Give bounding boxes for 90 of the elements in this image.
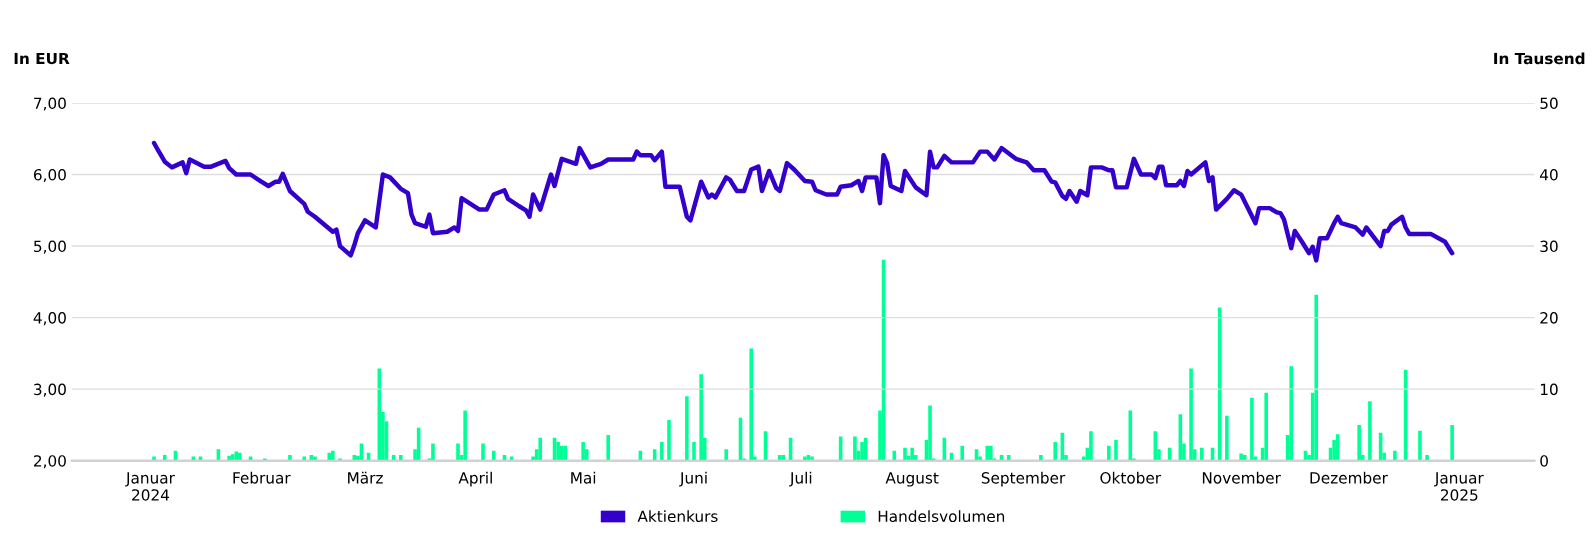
y2-tick-label: 50 <box>1540 97 1558 109</box>
bar <box>302 456 307 461</box>
bar <box>1107 445 1111 461</box>
y2-tick-label: 20 <box>1540 312 1558 324</box>
bar <box>238 452 242 461</box>
bar <box>1039 454 1043 461</box>
bar <box>1239 453 1243 461</box>
x-tick-label: März <box>348 471 383 484</box>
bar <box>928 405 932 461</box>
bar <box>1225 415 1229 461</box>
bar <box>1053 442 1057 461</box>
bar <box>481 443 485 461</box>
x-tick-label: August <box>885 472 939 487</box>
bar <box>1264 392 1268 461</box>
y-tick-label: 7,00 <box>34 97 66 111</box>
y2-tick-label: 0 <box>1540 455 1548 467</box>
y-axis-title: In EUR <box>14 52 70 65</box>
bar <box>685 396 689 461</box>
bar <box>234 451 239 461</box>
legend-label: Aktienkurs <box>637 510 718 523</box>
bar <box>892 450 897 461</box>
y2-axis-title: In Tausend <box>1494 52 1585 65</box>
x-tick-label: Januar 2025 <box>1434 472 1484 501</box>
bar <box>810 456 814 461</box>
x-tick-label: Januar 2024 <box>125 472 175 501</box>
bar <box>853 436 857 461</box>
x-tick-label: September <box>981 471 1066 487</box>
x-tick-label: Dezember <box>1310 471 1388 484</box>
y-tick-label: 2,00 <box>34 455 66 469</box>
bar <box>463 410 467 461</box>
bar <box>724 449 728 461</box>
line-series <box>151 140 1455 263</box>
y-tick-label: 5,00 <box>34 240 66 254</box>
bar <box>398 454 403 461</box>
y-tick-label: 3,00 <box>34 383 66 397</box>
legend-label: Handelsvolumen <box>878 510 1005 523</box>
bar <box>1200 447 1204 461</box>
x-tick-label: Juli <box>789 471 812 487</box>
bar <box>903 447 907 461</box>
x-tick-label: Oktober <box>1100 471 1162 484</box>
x-tick-label: Mai <box>571 471 596 484</box>
bar <box>1250 397 1254 461</box>
bar <box>1114 439 1118 461</box>
bar <box>556 442 560 461</box>
bar <box>749 348 754 461</box>
bar <box>910 447 914 461</box>
y2-tick-label: 10 <box>1540 383 1558 396</box>
bar <box>1357 424 1361 461</box>
bar <box>1418 430 1422 461</box>
bar <box>1368 401 1372 461</box>
x-tick-label: April <box>458 471 492 487</box>
bar <box>778 454 782 461</box>
bar <box>313 456 317 461</box>
bar <box>563 445 568 461</box>
bar <box>606 434 610 461</box>
bar <box>667 419 671 461</box>
bar <box>1242 454 1247 461</box>
bar <box>456 443 460 461</box>
bar <box>152 456 156 461</box>
bar <box>431 443 435 461</box>
y2-tick-label: 40 <box>1540 168 1558 181</box>
bar <box>985 445 990 461</box>
y-tick-label: 4,00 <box>33 312 66 326</box>
x-tick-label: Februar <box>233 471 291 484</box>
bar <box>1314 294 1319 461</box>
bar <box>327 452 332 461</box>
bar <box>960 445 965 461</box>
bar <box>1189 368 1193 461</box>
bar <box>1393 450 1397 461</box>
x-tick-label: November <box>1202 471 1281 484</box>
bar <box>660 442 664 461</box>
y2-tick-label: 30 <box>1540 240 1558 253</box>
bar <box>1089 431 1093 461</box>
bar <box>491 450 496 461</box>
y-tick-label: 6,00 <box>33 168 66 183</box>
bar <box>288 454 292 461</box>
bar <box>699 374 703 461</box>
bar <box>860 442 864 461</box>
bar <box>331 450 335 461</box>
bar <box>1450 424 1454 461</box>
bar <box>352 454 357 461</box>
bar <box>1425 454 1429 461</box>
bar <box>162 454 167 461</box>
bar <box>581 442 585 461</box>
bar <box>538 437 543 461</box>
bar <box>692 442 696 461</box>
bar <box>803 456 807 461</box>
bar <box>989 445 993 461</box>
x-tick-label: Juni <box>679 471 707 487</box>
bar <box>1289 366 1293 461</box>
